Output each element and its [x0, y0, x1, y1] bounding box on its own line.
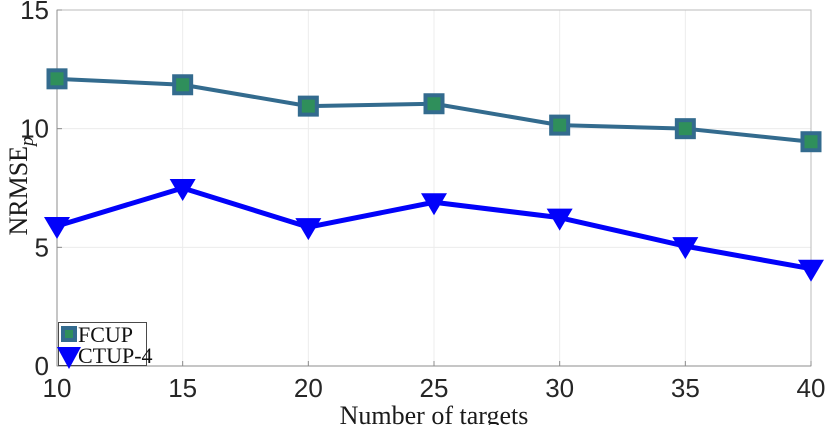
- legend-item-ctup-4: CTUP-4: [57, 345, 153, 369]
- x-tick-label-30: 30: [545, 373, 574, 403]
- legend-marker-square-icon: [61, 326, 77, 342]
- marker-square-fcup: [46, 68, 68, 90]
- marker-triangle-ctup-4: [421, 193, 447, 216]
- legend-marker-triangle-icon: [57, 347, 81, 369]
- y-tick-label-10: 10: [20, 114, 49, 144]
- marker-square-fcup: [172, 74, 194, 96]
- marker-square-fcup: [297, 95, 319, 117]
- x-tick-label-35: 35: [671, 373, 700, 403]
- y-axis-label-subscript: p: [17, 136, 39, 146]
- marker-triangle-ctup-4: [672, 237, 699, 260]
- marker-triangle-ctup-4: [546, 208, 573, 231]
- x-tick-label-20: 20: [294, 373, 323, 403]
- legend-item-fcup: FCUP: [60, 322, 146, 347]
- x-tick-label-10: 10: [43, 373, 72, 403]
- marker-square-fcup: [674, 118, 696, 140]
- y-tick-label-5: 5: [35, 232, 49, 262]
- x-tick-label-15: 15: [168, 373, 197, 403]
- y-tick-label-0: 0: [35, 351, 49, 381]
- marker-triangle-ctup-4: [798, 259, 824, 282]
- x-axis-label: Number of targets: [339, 401, 529, 425]
- x-tick-label-40: 40: [797, 373, 826, 403]
- y-tick-label-15: 15: [20, 0, 49, 25]
- marker-triangle-ctup-4: [169, 179, 196, 201]
- marker-square-fcup: [423, 93, 445, 115]
- legend-label-ctup-4: CTUP-4: [78, 343, 153, 368]
- legend-label-fcup: FCUP: [78, 322, 134, 347]
- y-axis-label-text: NRMSE: [4, 145, 33, 236]
- marker-square-fcup: [800, 131, 822, 153]
- marker-triangle-ctup-4: [44, 216, 70, 239]
- marker-square-fcup: [549, 114, 571, 136]
- marker-triangle-ctup-4: [295, 218, 322, 241]
- y-axis-label: NRMSEp: [4, 136, 38, 236]
- legend: FCUP CTUP-4: [57, 322, 153, 369]
- x-tick-label-25: 25: [420, 373, 449, 403]
